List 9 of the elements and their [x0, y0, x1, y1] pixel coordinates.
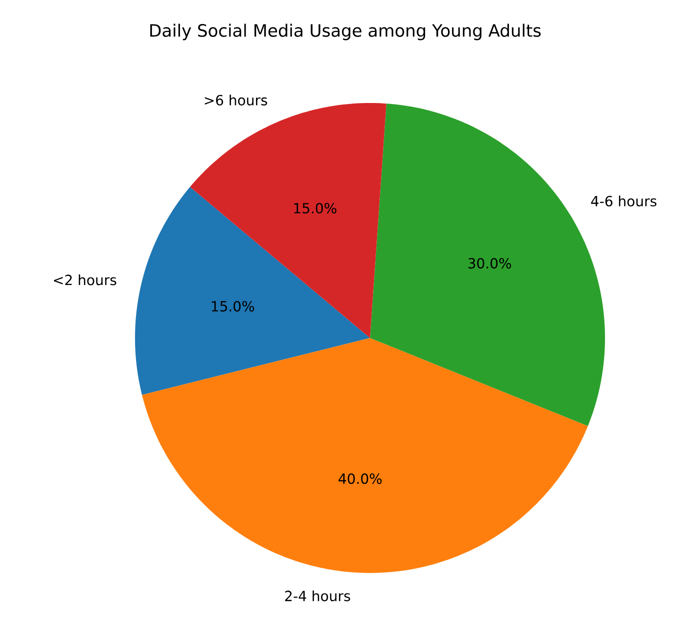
- slice-label: <2 hours: [54, 274, 116, 286]
- slice-label: 2-4 hours: [285, 590, 350, 602]
- data-label: 15.0%: [212, 300, 254, 312]
- data-label: 30.0%: [468, 258, 512, 269]
- slice-label: 4-6 hours: [591, 196, 656, 206]
- data-label: 40.0%: [338, 473, 382, 484]
- slice-label: >6 hours: [204, 94, 268, 106]
- chart-title: Daily Social Media Usage among Young Adults: [150, 24, 541, 40]
- data-label: 15.0%: [294, 202, 336, 214]
